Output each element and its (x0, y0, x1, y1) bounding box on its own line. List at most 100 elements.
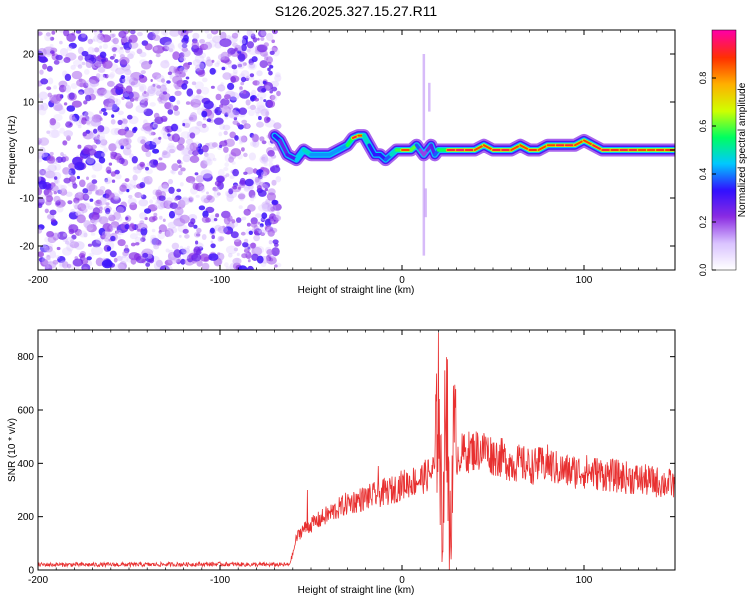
colorbar-cell (712, 134, 736, 137)
noise-blob (115, 67, 125, 75)
colorbar-cell (712, 136, 736, 139)
noise-blob (39, 169, 47, 176)
noise-blob (116, 206, 124, 214)
noise-blob (140, 194, 147, 200)
colorbar-cell (712, 116, 736, 119)
colorbar-cell (712, 170, 736, 173)
noise-blob (240, 81, 245, 86)
colorbar-cell (712, 218, 736, 221)
noise-blob (268, 70, 273, 76)
noise-blob (101, 230, 111, 239)
colorbar-cell (712, 226, 736, 229)
noise-blob (68, 168, 76, 176)
noise-blob (177, 170, 183, 176)
noise-blob (153, 261, 162, 270)
noise-blob (38, 142, 41, 146)
noise-blob (116, 204, 124, 212)
noise-blob (222, 124, 231, 131)
noise-blob (221, 66, 226, 71)
noise-blob (180, 131, 191, 139)
noise-blob (110, 171, 116, 177)
noise-blob (162, 131, 170, 140)
noise-blob (233, 72, 238, 76)
noise-blob (152, 83, 156, 87)
colorbar-cell (712, 240, 736, 243)
noise-blob (199, 186, 206, 193)
noise-blob (268, 240, 273, 245)
noise-blob (152, 34, 161, 42)
noise-blob (171, 133, 180, 143)
noise-blob (201, 262, 210, 270)
noise-blob (93, 150, 105, 159)
noise-blob (141, 136, 146, 140)
noise-blob (229, 96, 237, 103)
noise-blob (145, 150, 152, 158)
noise-blob (79, 156, 84, 161)
noise-blob (38, 187, 43, 196)
noise-blob (40, 102, 49, 111)
noise-blob (271, 199, 279, 205)
noise-blob (164, 228, 174, 237)
noise-blob (259, 223, 264, 228)
noise-blob (261, 212, 268, 219)
noise-blob (94, 61, 103, 67)
noise-blob (190, 94, 196, 99)
noise-blob (192, 104, 201, 111)
snr-series-line (38, 332, 675, 570)
noise-blob (213, 218, 218, 222)
noise-blob (85, 60, 93, 68)
noise-blob (182, 30, 187, 33)
noise-blob (200, 169, 213, 179)
noise-blob (186, 30, 193, 34)
noise-blob (100, 108, 107, 112)
noise-blob (231, 219, 236, 224)
noise-blob (92, 207, 101, 216)
colorbar-cell (712, 94, 736, 97)
colorbar-cell (712, 196, 736, 199)
colorbar-cell (712, 158, 736, 161)
noise-blob (192, 150, 199, 156)
noise-blob (145, 166, 149, 171)
noise-blob (203, 152, 209, 158)
noise-blob (120, 75, 126, 79)
noise-blob (196, 88, 202, 95)
noise-blob (243, 91, 247, 95)
noise-blob (168, 186, 175, 194)
noise-blob (162, 91, 168, 95)
noise-blob (114, 173, 122, 180)
noise-blob (251, 246, 263, 256)
noise-blob (251, 195, 257, 199)
colorbar-cell (712, 260, 736, 263)
noise-blob (229, 111, 235, 118)
noise-blob (84, 111, 95, 120)
noise-blob (156, 162, 167, 171)
noise-blob (124, 68, 132, 76)
noise-blob (108, 102, 118, 111)
noise-blob (187, 196, 194, 203)
noise-blob (246, 222, 251, 227)
noise-blob (148, 130, 154, 136)
noise-blob (182, 154, 191, 163)
noise-blob (259, 155, 269, 164)
noise-blob (189, 142, 198, 152)
noise-blob (217, 225, 228, 234)
noise-blob (44, 245, 53, 253)
noise-blob (152, 196, 157, 200)
noise-blob (145, 262, 151, 267)
noise-blob (85, 118, 97, 127)
noise-blob (232, 69, 238, 74)
noise-blob (63, 102, 68, 106)
noise-blob (94, 200, 103, 207)
noise-blob (143, 108, 154, 117)
noise-blob (169, 95, 176, 103)
noise-blob (179, 214, 190, 224)
colorbar-cell (712, 166, 736, 169)
noise-blob (190, 218, 196, 225)
noise-blob (261, 140, 267, 145)
noise-blob (256, 70, 263, 77)
noise-blob (77, 64, 83, 69)
noise-blob (91, 179, 98, 184)
noise-blob (228, 91, 240, 101)
noise-blob (179, 52, 185, 59)
noise-blob (68, 224, 79, 233)
